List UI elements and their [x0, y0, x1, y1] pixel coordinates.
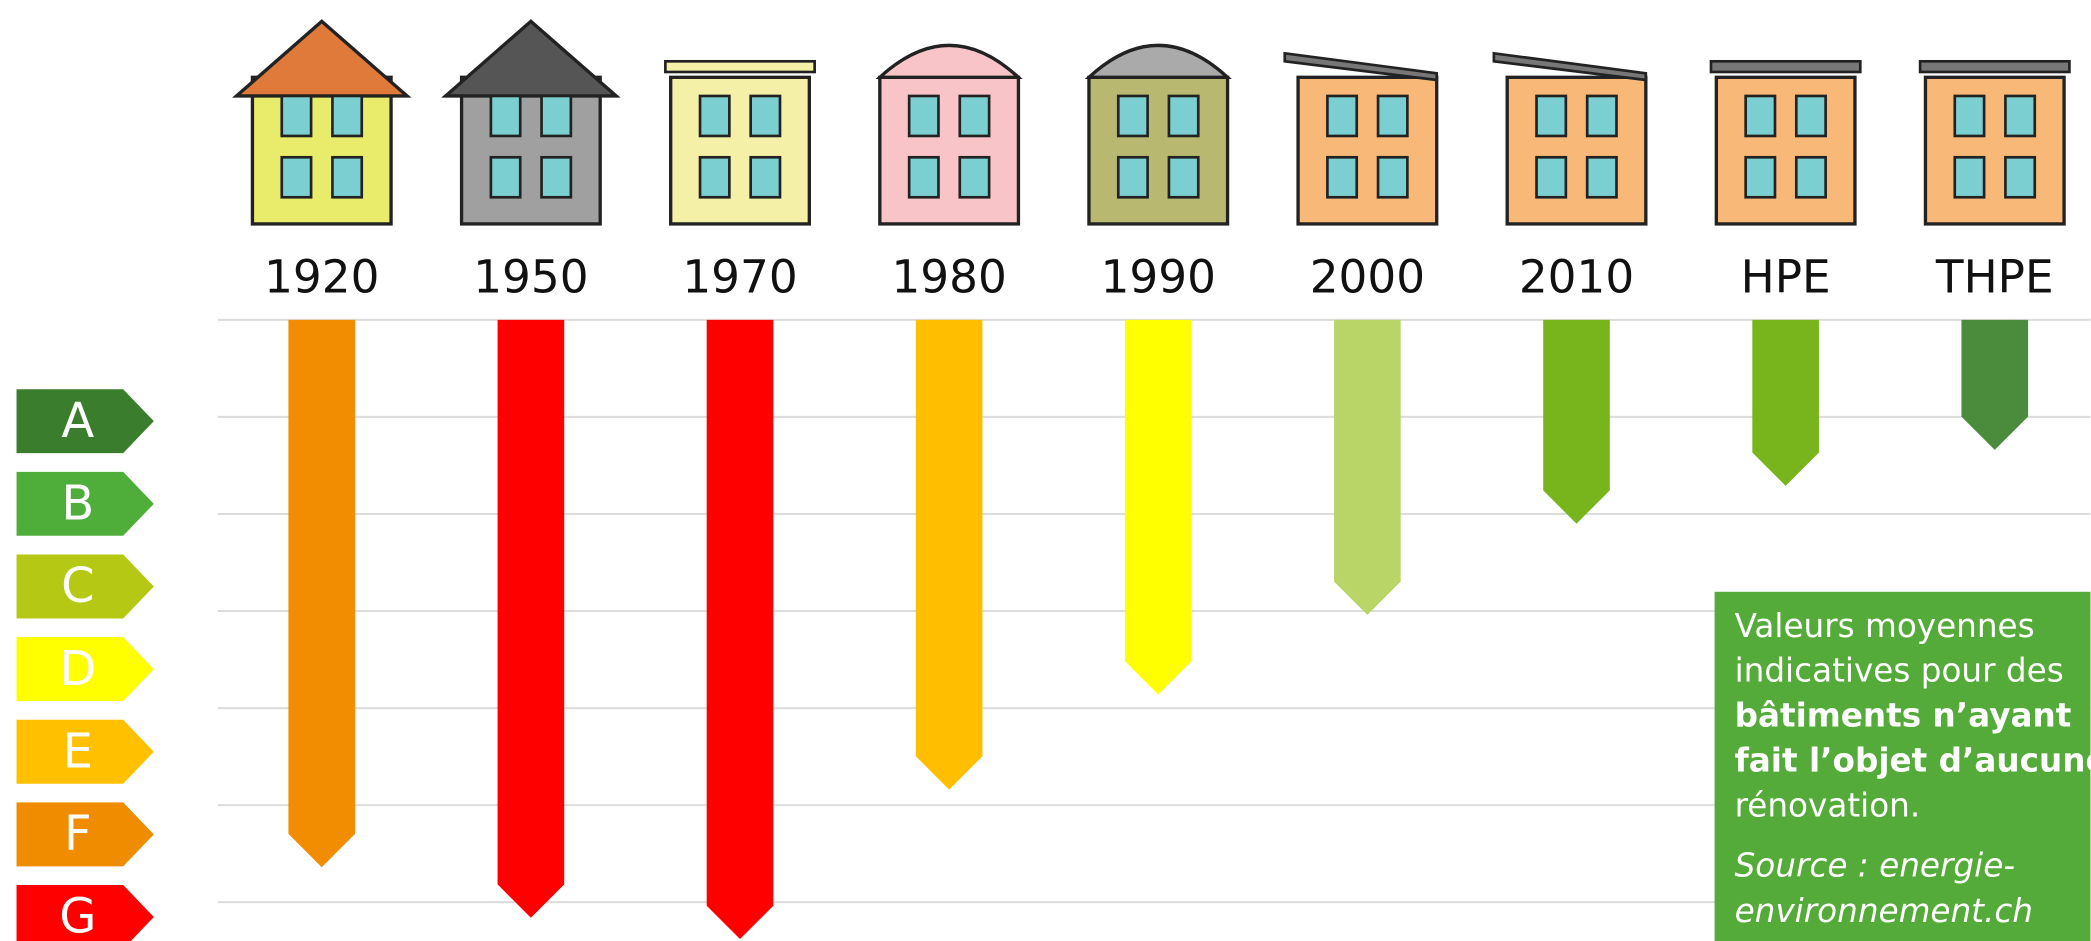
house-body — [1925, 77, 2064, 224]
house-body — [462, 77, 601, 224]
house-icon — [446, 21, 617, 224]
house-window — [1955, 157, 1984, 197]
house-icon — [665, 61, 814, 224]
house-window — [909, 96, 938, 136]
house-body — [880, 77, 1019, 224]
class-label: D — [59, 641, 96, 697]
x-tick-label: 1920 — [264, 250, 379, 303]
house-window — [1587, 157, 1616, 197]
note-text: bâtiments n’ayant — [1735, 697, 2072, 735]
class-label: F — [64, 806, 92, 862]
house-window — [1378, 96, 1407, 136]
house-roof — [880, 45, 1019, 77]
house-roof — [236, 21, 407, 96]
arrow-bar — [1961, 320, 2028, 450]
house-icon — [1285, 53, 1437, 224]
class-label: G — [59, 889, 96, 941]
house-window — [1327, 157, 1356, 197]
house-window — [751, 96, 780, 136]
x-tick-label: 1980 — [891, 250, 1006, 303]
arrow-bar — [916, 320, 983, 790]
house-window — [1746, 96, 1775, 136]
house-icon — [880, 45, 1019, 224]
house-window — [700, 157, 729, 197]
arrow-bar — [1334, 320, 1401, 615]
house-body — [1089, 77, 1228, 224]
note-text: Valeurs moyennes — [1735, 607, 2035, 645]
house-icon — [1089, 45, 1228, 224]
house-body — [1507, 77, 1646, 224]
class-label: C — [61, 558, 95, 614]
note-text: fait l’objet d’aucune — [1735, 742, 2091, 780]
note-text: indicatives pour des — [1735, 652, 2064, 690]
house-window — [282, 96, 311, 136]
house-body — [252, 77, 391, 224]
arrow-bar — [1543, 320, 1610, 524]
arrow-bar — [288, 320, 355, 867]
house-icon — [1494, 53, 1646, 224]
house-window — [909, 157, 938, 197]
house-window — [491, 157, 520, 197]
x-tick-label: 1990 — [1101, 250, 1216, 303]
x-tick-label: THPE — [1935, 250, 2054, 303]
house-window — [332, 96, 361, 136]
chart: ABCDEFG 1920 1950 1970 1980 1990 2000 2010 HPE TH… — [0, 0, 2091, 941]
house-window — [960, 96, 989, 136]
house-window — [1118, 96, 1147, 136]
house-roof — [446, 21, 617, 96]
house-roof — [1089, 45, 1228, 77]
house-window — [491, 96, 520, 136]
house-roof — [665, 61, 814, 72]
arrow-bar — [1125, 320, 1192, 695]
house-window — [1796, 96, 1825, 136]
house-window — [332, 157, 361, 197]
x-tick-label: 2000 — [1310, 250, 1425, 303]
house-window — [1746, 157, 1775, 197]
house-window — [542, 157, 571, 197]
note-text: rénovation. — [1735, 786, 1921, 824]
house-window — [1169, 157, 1198, 197]
house-window — [1118, 157, 1147, 197]
house-body — [1716, 77, 1855, 224]
arrow-bar — [707, 320, 774, 939]
house-window — [1796, 157, 1825, 197]
note-text: Source : energie- — [1735, 847, 2015, 885]
x-tick-label: 1950 — [473, 250, 588, 303]
house-window — [1955, 96, 1984, 136]
house-icon — [236, 21, 407, 224]
house-window — [1537, 157, 1566, 197]
house-window — [282, 157, 311, 197]
class-label: A — [61, 393, 94, 449]
house-roof — [1920, 61, 2069, 72]
house-icon — [1920, 61, 2069, 224]
house-window — [1587, 96, 1616, 136]
house-roof — [1711, 61, 1860, 72]
house-window — [2005, 157, 2034, 197]
arrow-bar — [1752, 320, 1819, 486]
house-body — [671, 77, 810, 224]
house-window — [1378, 157, 1407, 197]
class-label: E — [63, 723, 93, 779]
house-window — [751, 157, 780, 197]
house-window — [1327, 96, 1356, 136]
house-window — [1169, 96, 1198, 136]
house-body — [1298, 77, 1437, 224]
arrow-bar — [498, 320, 565, 918]
house-window — [2005, 96, 2034, 136]
house-window — [960, 157, 989, 197]
x-tick-label: 1970 — [682, 250, 797, 303]
house-icon — [1711, 61, 1860, 224]
house-window — [700, 96, 729, 136]
house-window — [542, 96, 571, 136]
house-window — [1537, 96, 1566, 136]
x-tick-label: HPE — [1741, 250, 1831, 303]
x-tick-label: 2010 — [1519, 250, 1634, 303]
note-text: environnement.ch — [1735, 892, 2033, 930]
class-label: B — [61, 475, 94, 531]
